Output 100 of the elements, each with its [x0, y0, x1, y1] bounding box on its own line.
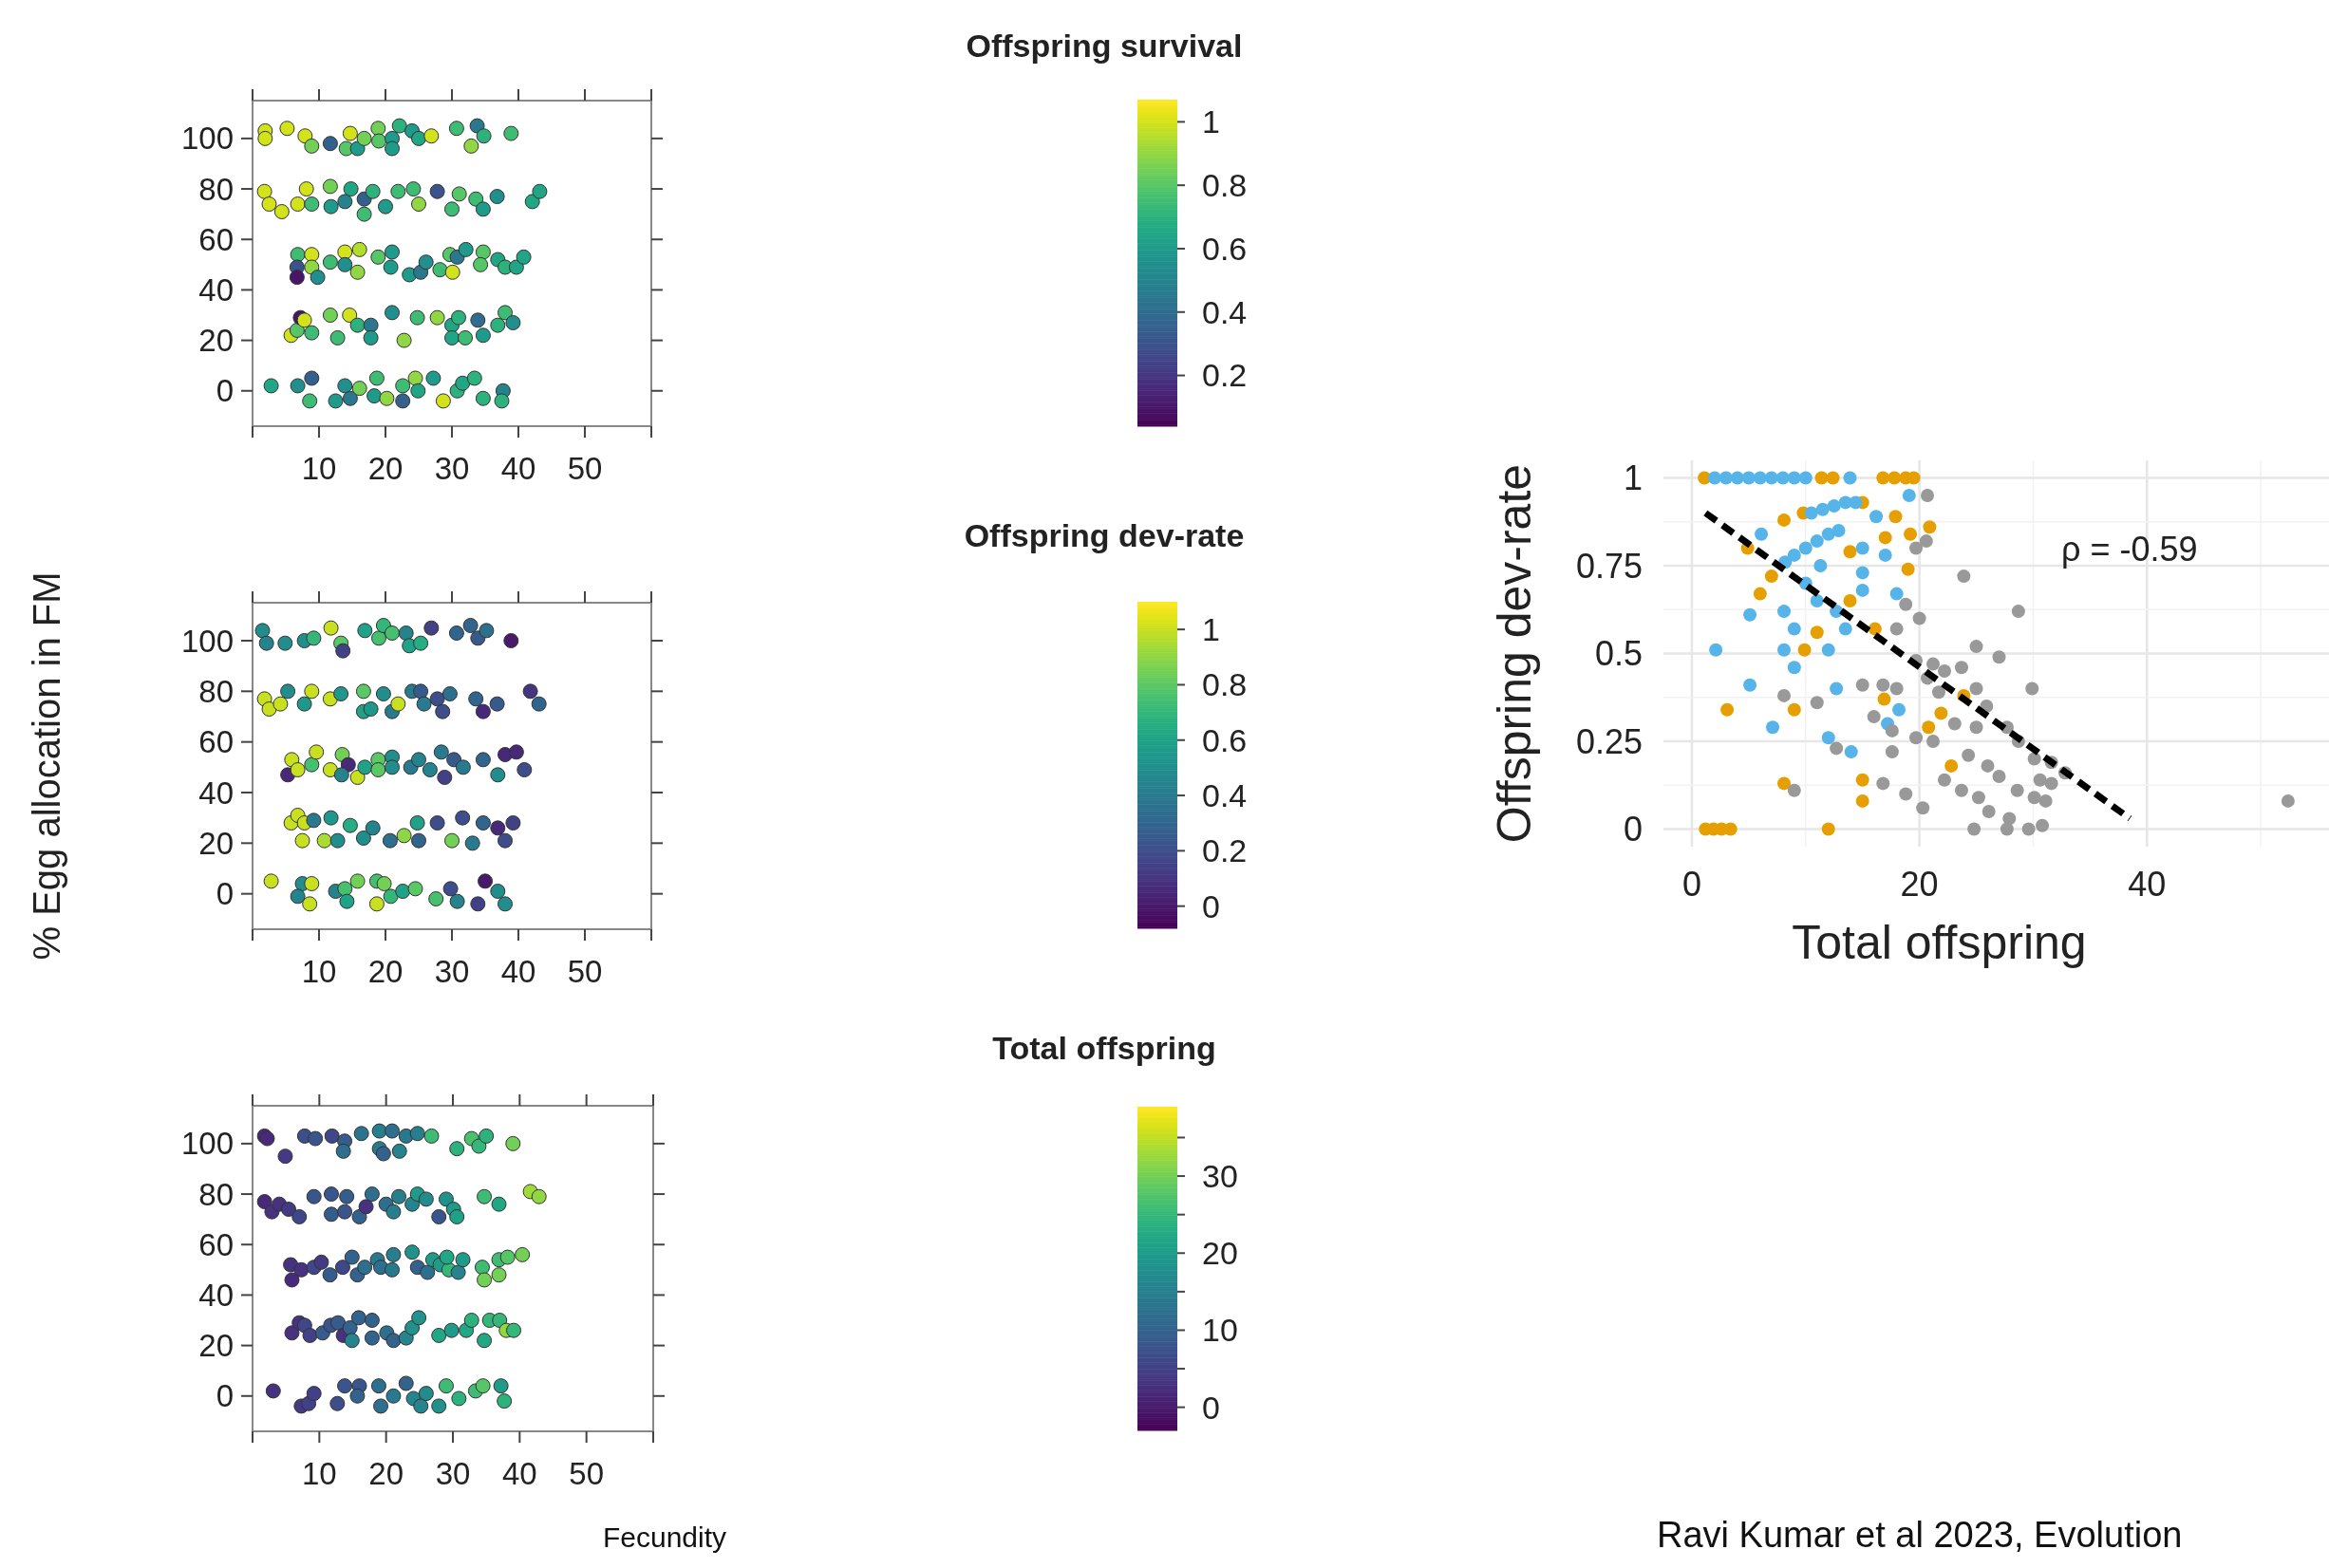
point [1741, 471, 1756, 485]
point [1954, 661, 1968, 675]
point [1775, 471, 1790, 485]
x-tick-label: 50 [567, 451, 603, 486]
y-tick-label: 80 [198, 673, 234, 709]
color-bar-label: 0.6 [1202, 230, 1248, 267]
point [1909, 541, 1924, 555]
y-tick-label: 0 [1623, 810, 1643, 849]
point [2033, 773, 2047, 787]
y-tick-label: 60 [198, 221, 234, 257]
point [1814, 471, 1829, 485]
y-tick-label: 80 [198, 1176, 234, 1212]
point [1944, 758, 1959, 773]
point [1787, 783, 1801, 797]
point [1813, 559, 1828, 572]
point [1925, 657, 1940, 671]
point [2027, 791, 2041, 805]
point [1787, 548, 1801, 562]
point [1855, 566, 1869, 580]
point [1743, 607, 1757, 622]
color-bar-label: 0.8 [1202, 666, 1248, 703]
point [1876, 471, 1890, 485]
color-bar-label: 30 [1202, 1157, 1238, 1194]
color-bar-label: 1 [1202, 611, 1220, 648]
y-tick-label: 100 [180, 1126, 234, 1162]
point [1909, 731, 1924, 745]
y-tick-label: 0 [216, 1378, 234, 1414]
point [2021, 822, 2036, 836]
color-bar-label: 0.4 [1202, 293, 1248, 330]
x-tick-label: 10 [301, 451, 337, 486]
point [1844, 745, 1858, 759]
point [1777, 513, 1792, 527]
point [1885, 745, 1899, 759]
point [1919, 534, 1933, 549]
point [1730, 471, 1744, 485]
point [1901, 562, 1915, 576]
point [1981, 758, 1995, 773]
x-tick-label: 50 [567, 954, 603, 989]
point [2281, 793, 2295, 808]
point [1810, 696, 1824, 710]
point [1843, 471, 1857, 485]
x-tick-label: 50 [569, 1456, 605, 1491]
point [2027, 752, 2041, 766]
color-bar-title: Total offspring [992, 1030, 1216, 1066]
point [1922, 720, 1936, 735]
y-axis-title: % Egg allocation in FM [26, 571, 67, 961]
point [1810, 594, 1824, 607]
color-bar-label: 20 [1202, 1235, 1238, 1272]
point [1954, 783, 1968, 797]
point [1810, 625, 1824, 640]
point [1709, 643, 1723, 657]
point [1810, 534, 1824, 549]
point [2038, 793, 2053, 808]
color-bar-label: 0 [1202, 1389, 1220, 1426]
point [1888, 471, 1902, 485]
x-tick-label: 40 [500, 954, 536, 989]
point [1889, 681, 1904, 696]
y-tick-label: 20 [198, 1328, 234, 1364]
color-bar-label: 0.2 [1202, 832, 1248, 869]
y-tick-label: 0 [216, 373, 234, 409]
point [1992, 770, 2006, 783]
point [1855, 793, 1869, 808]
point [1855, 773, 1869, 787]
y-tick-label: 80 [198, 171, 234, 207]
point [1787, 622, 1801, 636]
point [2002, 812, 2017, 826]
text: Ravi Kumar et al 2023, Evolution [1657, 1515, 2183, 1555]
color-bar-label: 10 [1202, 1312, 1238, 1349]
point [1971, 791, 1985, 805]
point [1855, 541, 1869, 555]
point [1821, 527, 1835, 541]
x-axis-title: Total offspring [1792, 916, 2087, 969]
point [1969, 681, 1983, 696]
point [1923, 520, 1937, 534]
point [1753, 471, 1767, 485]
point [2036, 818, 2050, 832]
x-tick-label: 20 [367, 451, 404, 486]
point [1957, 569, 1971, 584]
point [1743, 678, 1757, 692]
point [1867, 710, 1881, 724]
point [1876, 776, 1890, 791]
y-tick-label: 60 [198, 1226, 234, 1262]
point [1830, 681, 1844, 696]
point [1821, 822, 1835, 836]
point [1855, 678, 1869, 692]
y-tick-label: 0.5 [1594, 634, 1643, 674]
point [1787, 661, 1801, 675]
point [1777, 776, 1792, 791]
point [1755, 527, 1769, 541]
x-tick-label: 20 [368, 1456, 404, 1491]
point [1934, 706, 1948, 720]
x-tick-label: 40 [2128, 865, 2167, 904]
point [1777, 643, 1792, 657]
point [1992, 650, 2006, 664]
point [1921, 489, 1934, 502]
point [1798, 541, 1812, 555]
y-axis-title: Offspring dev-rate [1488, 463, 1541, 844]
point [1937, 664, 1951, 678]
point [1925, 735, 1940, 748]
x-tick-label: 40 [500, 451, 536, 486]
